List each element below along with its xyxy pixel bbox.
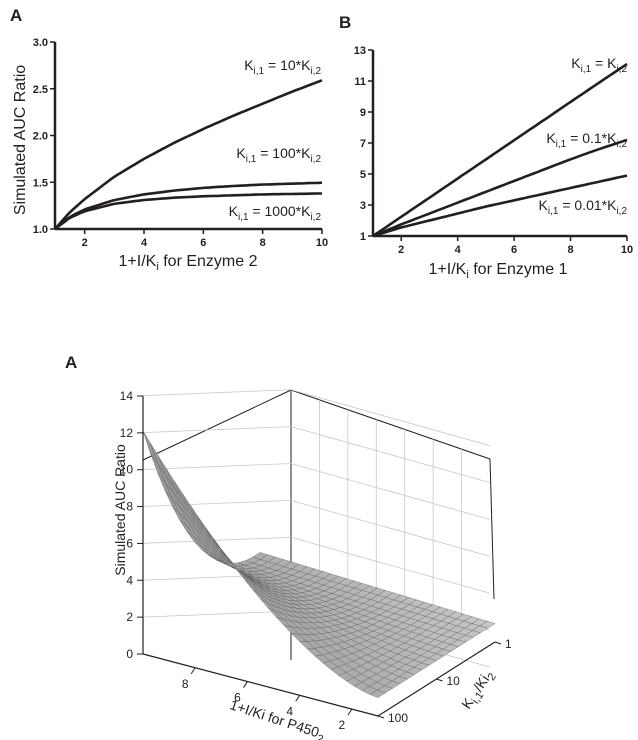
chart-b-x-axis-title: 1+I/Ki for Enzyme 1: [429, 261, 568, 281]
chart-a-y-tick-label: 1.0: [33, 224, 48, 236]
chart-b-y-tick-label: 5: [360, 169, 366, 181]
surface-wall-edge: [143, 390, 291, 460]
chart-b-series-label: Ki,1 = 0.1*Ki,2: [546, 130, 627, 150]
chart-a-y-tick-label: 3.0: [33, 37, 48, 49]
chart-a-series-label: Ki,1 = 100*Ki,2: [236, 145, 321, 165]
chart-a-x-tick-label: 8: [260, 237, 266, 249]
chart-a-series-label: Ki,1 = 1000*Ki,2: [229, 203, 322, 223]
surface-x-tick-mark: [191, 668, 195, 674]
chart-b-x-tick-label: 2: [398, 244, 404, 256]
chart-b-x-tick-label: 10: [621, 244, 633, 256]
surface-z-tick-label: 12: [120, 426, 134, 440]
surface-gridline: [291, 500, 490, 556]
chart-panel-a: A B Simulated AUC Ratio 1+I/Ki for Enzym…: [0, 0, 638, 290]
surface-gridline: [143, 500, 291, 506]
chart-a-plot-area: 1.0 1.5 2.0 2.5 3.0 2 4 6 8 10 Ki,1 = 10*Ki,2 Ki,1 …: [33, 37, 328, 249]
surface-z-tick-label: 14: [120, 389, 134, 403]
surface-x-tick-mark: [243, 682, 247, 688]
chart-b-y-tick-label: 11: [354, 76, 366, 88]
surface-gridline: [291, 427, 490, 483]
surface-wall-edge: [291, 390, 490, 459]
chart-b-y-tick-label: 1: [360, 231, 366, 243]
surface-y-tick-label: 10: [447, 674, 461, 688]
panel-label-surface: A: [65, 353, 77, 372]
chart-a-x-tick-label: 10: [316, 237, 328, 249]
chart-a-x-tick-label: 6: [200, 237, 206, 249]
chart-b-y-tick-label: 9: [360, 107, 366, 119]
chart-a-y-tick-label: 2.5: [33, 84, 48, 96]
chart-a-y-tick-label: 1.5: [33, 177, 48, 189]
surface-wall-edge: [490, 459, 494, 599]
chart-b-x-tick-label: 8: [567, 244, 573, 256]
surface-gridline: [143, 390, 291, 396]
surface-y-tick-mark: [495, 642, 501, 644]
panel-label-a: A: [10, 6, 22, 25]
surface-x-tick-label: 2: [339, 718, 346, 732]
surface-gridline: [143, 611, 291, 617]
chart-b-y-tick-label: 7: [360, 138, 366, 150]
surface-z-axis-title: Simulated AUC Ratio: [112, 444, 128, 576]
surface-y-tick-label: 1: [505, 637, 512, 651]
surface-y-tick-mark: [437, 679, 443, 681]
surface-x-tick-mark: [296, 695, 300, 701]
chart-a-series-label: Ki,1 = 10*Ki,2: [244, 57, 321, 77]
surface-z-tick-label: 0: [126, 647, 133, 661]
chart-a-y-tick-label: 2.0: [33, 131, 48, 143]
chart-b-series-label: Ki,1 = Ki,2: [571, 55, 627, 75]
chart-a-x-tick-label: 2: [82, 237, 88, 249]
chart-b-x-tick-label: 6: [511, 244, 517, 256]
surface-x-tick-label: 8: [182, 677, 189, 691]
surface-gridline: [143, 537, 291, 543]
surface-x-axis-title: 1+I/Ki for P4502: [227, 696, 327, 740]
chart-b-y-tick-label: 13: [354, 45, 366, 57]
surface-y-axis-title: Ki,1/Ki2: [458, 667, 499, 714]
chart-a-x-tick-label: 4: [141, 237, 148, 249]
surface-z-tick-label: 2: [126, 610, 133, 624]
panel-label-b: B: [339, 13, 351, 32]
chart-a-y-axis-title: Simulated AUC Ratio: [12, 65, 29, 215]
surface-gridline: [291, 464, 490, 520]
surface-y-tick-label: 100: [388, 711, 408, 725]
chart-b-x-tick-label: 4: [455, 244, 462, 256]
surface-y-tick-mark: [378, 716, 384, 718]
chart-b-series-line: [373, 140, 627, 236]
surface-gridline: [143, 427, 291, 433]
surface-gridline: [291, 390, 490, 446]
chart-a-x-axis-title: 1+I/Ki for Enzyme 2: [119, 253, 258, 273]
chart-b-series-label: Ki,1 = 0.01*Ki,2: [539, 197, 628, 217]
surface-x-tick-mark: [348, 709, 352, 715]
chart-b-y-tick-label: 3: [360, 200, 366, 212]
